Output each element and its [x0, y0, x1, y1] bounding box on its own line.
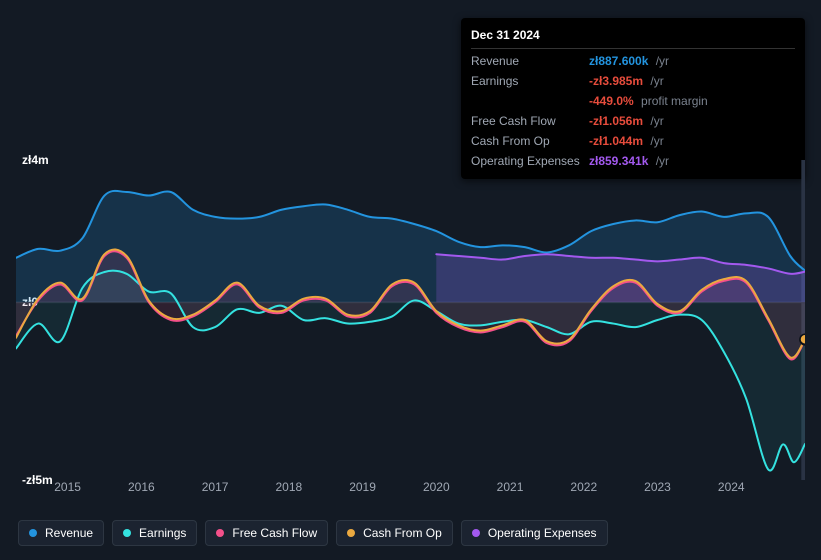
chart-plot-area[interactable]: [16, 160, 805, 480]
x-axis-label: 2017: [202, 480, 229, 494]
legend-item[interactable]: Cash From Op: [336, 520, 453, 546]
legend-label: Earnings: [139, 526, 186, 540]
x-axis-label: 2022: [570, 480, 597, 494]
series-end-marker[interactable]: [800, 334, 805, 344]
legend-label: Revenue: [45, 526, 93, 540]
x-axis-label: 2018: [275, 480, 302, 494]
tooltip-row-value: -zł1.044m: [589, 134, 643, 148]
legend-dot-icon: [123, 529, 131, 537]
tooltip-table: Revenuezł887.600k /yrEarnings-zł3.985m /…: [471, 51, 795, 171]
legend-label: Operating Expenses: [488, 526, 597, 540]
tooltip-row: Earnings-zł3.985m /yr: [471, 71, 795, 91]
tooltip-row-label: Free Cash Flow: [471, 111, 589, 131]
legend-dot-icon: [347, 529, 355, 537]
legend-label: Free Cash Flow: [232, 526, 317, 540]
financial-chart: Dec 31 2024 Revenuezł887.600k /yrEarning…: [0, 0, 821, 560]
x-axis-label: 2023: [644, 480, 671, 494]
tooltip-row-label: Cash From Op: [471, 131, 589, 151]
x-axis: 2015 2016 2017 2018 2019 2020 2021 2022 2023 2024: [0, 480, 821, 500]
x-axis-label: 2024: [718, 480, 745, 494]
tooltip-row-unit: /yr: [643, 134, 664, 148]
tooltip-row: Cash From Op-zł1.044m /yr: [471, 131, 795, 151]
legend-dot-icon: [216, 529, 224, 537]
x-axis-label: 2016: [128, 480, 155, 494]
x-axis-label: 2015: [54, 480, 81, 494]
legend-item[interactable]: Operating Expenses: [461, 520, 608, 546]
tooltip-row-value: zł887.600k: [589, 54, 648, 68]
tooltip-row-unit: /yr: [648, 54, 669, 68]
tooltip-row-unit: /yr: [643, 74, 664, 88]
tooltip-row-value: -zł1.056m: [589, 114, 643, 128]
legend-item[interactable]: Earnings: [112, 520, 197, 546]
tooltip-row-label: Revenue: [471, 51, 589, 71]
x-axis-label: 2019: [349, 480, 376, 494]
legend-item[interactable]: Free Cash Flow: [205, 520, 328, 546]
tooltip-row: Free Cash Flow-zł1.056m /yr: [471, 111, 795, 131]
legend-item[interactable]: Revenue: [18, 520, 104, 546]
x-axis-label: 2020: [423, 480, 450, 494]
chart-legend: Revenue Earnings Free Cash Flow Cash From O…: [18, 520, 608, 546]
legend-label: Cash From Op: [363, 526, 442, 540]
tooltip-row-value: -zł3.985m: [589, 74, 643, 88]
tooltip-row-label: [471, 91, 589, 111]
tooltip-row: -449.0% profit margin: [471, 91, 795, 111]
tooltip-row-label: Earnings: [471, 71, 589, 91]
chart-tooltip: Dec 31 2024 Revenuezł887.600k /yrEarning…: [461, 18, 805, 179]
tooltip-row: Revenuezł887.600k /yr: [471, 51, 795, 71]
tooltip-row-value: -449.0%: [589, 94, 634, 108]
tooltip-date: Dec 31 2024: [471, 26, 795, 49]
x-axis-label: 2021: [497, 480, 524, 494]
legend-dot-icon: [29, 529, 37, 537]
tooltip-row-unit: profit margin: [634, 94, 708, 108]
legend-dot-icon: [472, 529, 480, 537]
tooltip-row-unit: /yr: [643, 114, 664, 128]
